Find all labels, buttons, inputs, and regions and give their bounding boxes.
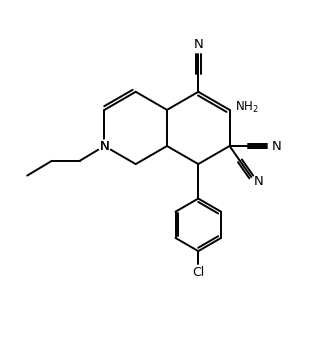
- Text: N: N: [254, 175, 264, 188]
- Text: N: N: [100, 140, 109, 152]
- Text: N: N: [271, 140, 281, 152]
- Text: N: N: [100, 140, 109, 152]
- Circle shape: [99, 140, 110, 152]
- Text: N: N: [193, 38, 203, 51]
- Text: NH$_2$: NH$_2$: [235, 100, 259, 115]
- Text: Cl: Cl: [192, 266, 204, 279]
